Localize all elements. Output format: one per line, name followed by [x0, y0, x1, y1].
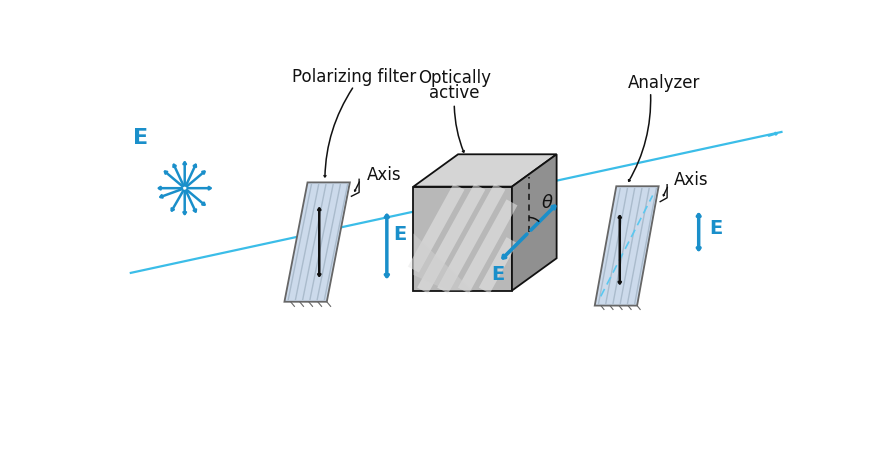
Polygon shape: [413, 234, 473, 290]
Polygon shape: [413, 186, 512, 290]
Text: E: E: [133, 128, 149, 148]
Text: E: E: [393, 225, 407, 244]
Text: active: active: [429, 84, 480, 103]
Polygon shape: [284, 182, 350, 302]
Text: Axis: Axis: [674, 171, 709, 189]
Text: E: E: [709, 219, 722, 238]
Text: Axis: Axis: [367, 166, 402, 184]
Text: Polarizing filter: Polarizing filter: [292, 67, 416, 86]
Text: Optically: Optically: [417, 69, 491, 87]
Polygon shape: [512, 154, 556, 290]
Text: $\theta$: $\theta$: [541, 194, 554, 212]
Text: Analyzer: Analyzer: [628, 74, 701, 92]
Polygon shape: [595, 186, 659, 305]
Text: E: E: [491, 265, 504, 284]
Polygon shape: [413, 154, 556, 186]
